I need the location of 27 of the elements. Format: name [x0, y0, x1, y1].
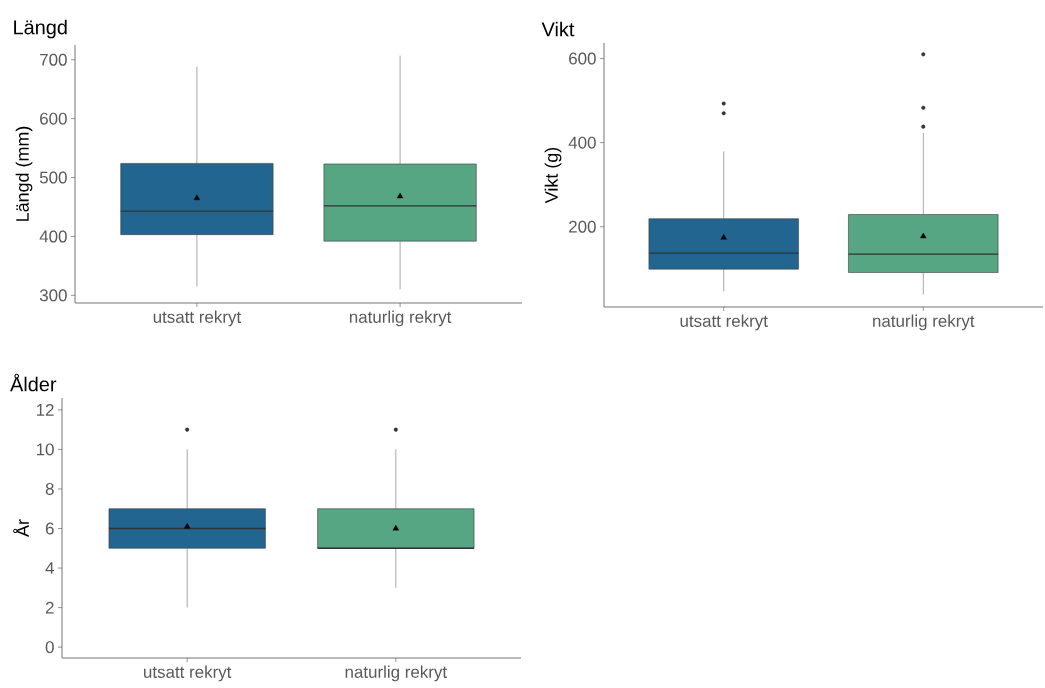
y-tick-label: 4: [45, 562, 54, 574]
y-tick-label: 400: [568, 136, 596, 149]
y-tick-label: 8: [45, 482, 54, 495]
y-tick-label: 200: [569, 220, 596, 233]
x-tick-label: naturlig rekryt: [873, 314, 975, 331]
y-tick-label: 700: [40, 53, 67, 66]
x-tick-label: naturlig rekryt: [349, 310, 452, 327]
y-tick-label: 6: [45, 522, 54, 535]
y-axis-title: Längd (mm): [15, 126, 33, 221]
y-tick-label: 500: [39, 171, 67, 184]
y-tick-label: 600: [569, 52, 596, 65]
y-axis-title: Vikt (g): [544, 147, 562, 204]
y-tick-label: 400: [39, 230, 67, 243]
y-axis-title: År: [13, 519, 29, 537]
chart-title: Ålder: [10, 373, 57, 392]
y-tick-label: 10: [36, 443, 54, 456]
y-tick-label: 12: [36, 403, 54, 416]
y-tick-label: 300: [39, 289, 67, 302]
y-tick-label: 0: [45, 641, 54, 654]
x-tick-label: utsatt rekryt: [680, 314, 768, 331]
y-tick-label: 600: [40, 112, 67, 125]
chart-title: Längd: [14, 19, 67, 39]
x-tick-label: naturlig rekryt: [345, 665, 447, 682]
x-tick-label: utsatt rekryt: [144, 665, 232, 682]
x-tick-label: utsatt rekryt: [153, 310, 241, 327]
chart-title: Vikt: [541, 21, 575, 37]
y-tick-label: 2: [45, 601, 54, 614]
